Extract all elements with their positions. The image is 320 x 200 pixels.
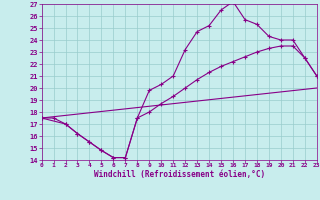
X-axis label: Windchill (Refroidissement éolien,°C): Windchill (Refroidissement éolien,°C) — [94, 170, 265, 179]
